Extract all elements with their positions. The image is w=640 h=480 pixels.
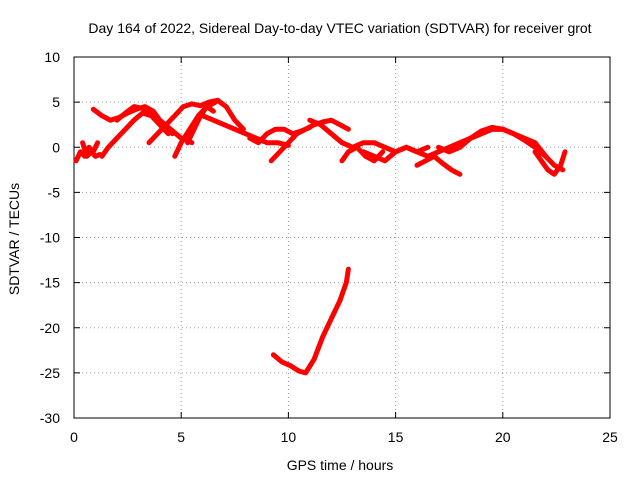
series-track-16 <box>414 153 463 177</box>
y-tick-label: -5 <box>48 184 61 200</box>
series-track-2 <box>80 140 103 159</box>
x-tick-label: 15 <box>388 429 404 445</box>
x-tick-label: 0 <box>70 429 78 445</box>
y-tick-label: -20 <box>40 320 60 336</box>
y-tick-label: -15 <box>40 275 60 291</box>
y-tick-label: -30 <box>40 410 60 426</box>
x-tick-label: 5 <box>177 429 185 445</box>
series-track-9 <box>200 113 291 148</box>
x-axis-label: GPS time / hours <box>287 457 394 473</box>
series-track-4 <box>99 110 171 159</box>
grid-layer <box>74 57 610 418</box>
y-tick-label: 10 <box>44 49 60 65</box>
series-track-20 <box>270 266 351 376</box>
x-tick-label: 20 <box>495 429 511 445</box>
y-tick-label: -10 <box>40 230 60 246</box>
series-track-19 <box>532 149 568 177</box>
series-track-5 <box>114 104 195 146</box>
series-track-12 <box>307 117 409 155</box>
x-tick-label: 10 <box>281 429 297 445</box>
series-track-6 <box>146 97 246 146</box>
series-track-18 <box>468 124 566 173</box>
tick-layer: 0 5 10 15 20 25 -30 -25 -20 -15 -10 -5 0 5 10 <box>40 49 618 445</box>
chart-title: Day 164 of 2022, Sidereal Day-to-day VTE… <box>88 20 591 36</box>
x-tick-label: 25 <box>602 429 618 445</box>
series-layer <box>73 97 568 376</box>
y-tick-label: 5 <box>52 94 60 110</box>
y-tick-label: 0 <box>52 139 60 155</box>
y-axis-label: SDTVAR / TECUs <box>6 183 22 295</box>
series-track-11 <box>268 117 351 164</box>
y-tick-label: -25 <box>40 365 60 381</box>
